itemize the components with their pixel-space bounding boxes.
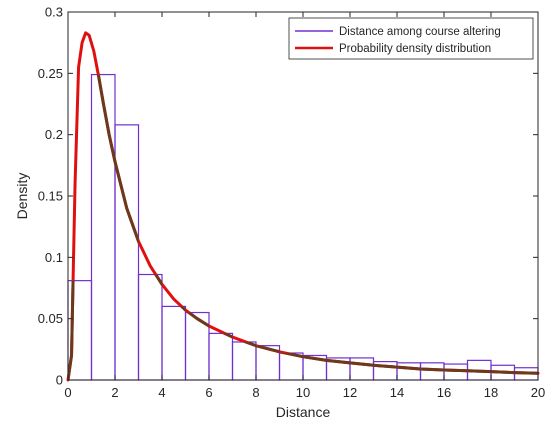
x-tick-label: 20 (531, 385, 545, 400)
x-tick-label: 2 (111, 385, 118, 400)
legend: Distance among course altering Probabili… (288, 17, 534, 60)
legend-box (288, 17, 534, 60)
x-tick-label: 6 (205, 385, 212, 400)
x-tick-label: 0 (64, 385, 71, 400)
plot-area (68, 12, 538, 380)
legend-label-histogram: Distance among course altering (339, 26, 501, 38)
y-tick-label: 0.25 (38, 66, 63, 81)
x-tick-label: 14 (390, 385, 404, 400)
y-axis-label: Density (14, 173, 30, 220)
x-tick-label: 16 (437, 385, 451, 400)
x-tick-label: 18 (484, 385, 498, 400)
x-axis-ticks: 0 2 4 6 8 10 12 14 16 18 20 (64, 12, 545, 400)
y-tick-label: 0.05 (38, 311, 63, 326)
legend-label-curve: Probability density distribution (339, 43, 491, 55)
y-axis-ticks: 0 0.05 0.1 0.15 0.2 0.25 0.3 (38, 5, 538, 388)
x-tick-label: 4 (158, 385, 165, 400)
y-tick-label: 0 (56, 373, 63, 388)
x-tick-label: 10 (296, 385, 310, 400)
x-tick-label: 12 (343, 385, 357, 400)
y-tick-label: 0.3 (45, 5, 63, 20)
x-axis-label: Distance (276, 404, 331, 420)
x-tick-label: 8 (252, 385, 259, 400)
y-tick-label: 0.2 (45, 127, 63, 142)
y-tick-label: 0.1 (45, 250, 63, 265)
density-curve (66, 31, 540, 382)
y-tick-label: 0.15 (38, 189, 63, 204)
